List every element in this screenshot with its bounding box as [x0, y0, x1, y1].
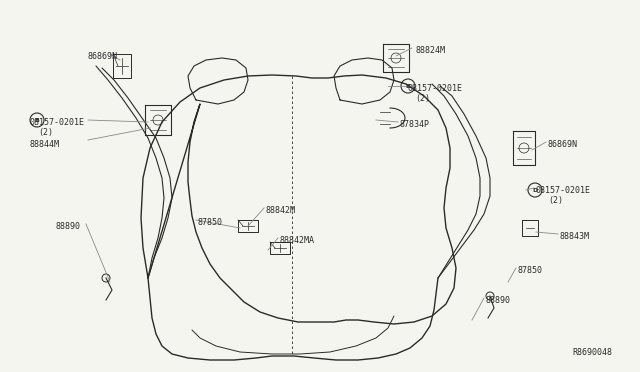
- Text: (2): (2): [415, 94, 430, 103]
- Text: 87850: 87850: [198, 218, 223, 227]
- Text: (2): (2): [548, 196, 563, 205]
- Text: 88842M: 88842M: [266, 206, 296, 215]
- Text: 86869N: 86869N: [548, 140, 578, 149]
- Text: 88844M: 88844M: [30, 140, 60, 149]
- Text: 88890: 88890: [486, 296, 511, 305]
- Text: R8690048: R8690048: [572, 348, 612, 357]
- Text: 08157-0201E: 08157-0201E: [536, 186, 591, 195]
- Text: B: B: [406, 83, 410, 89]
- Text: 88890: 88890: [56, 222, 81, 231]
- Text: D: D: [532, 187, 538, 192]
- Text: 86869N: 86869N: [88, 52, 118, 61]
- Text: 08157-0201E: 08157-0201E: [30, 118, 85, 127]
- Text: 87850: 87850: [518, 266, 543, 275]
- Text: B: B: [35, 118, 40, 122]
- Text: 08157-0201E: 08157-0201E: [407, 84, 462, 93]
- Text: 87834P: 87834P: [400, 120, 430, 129]
- Text: 88843M: 88843M: [560, 232, 590, 241]
- Text: (2): (2): [38, 128, 53, 137]
- Text: 88842MA: 88842MA: [279, 236, 314, 245]
- Text: 88824M: 88824M: [415, 46, 445, 55]
